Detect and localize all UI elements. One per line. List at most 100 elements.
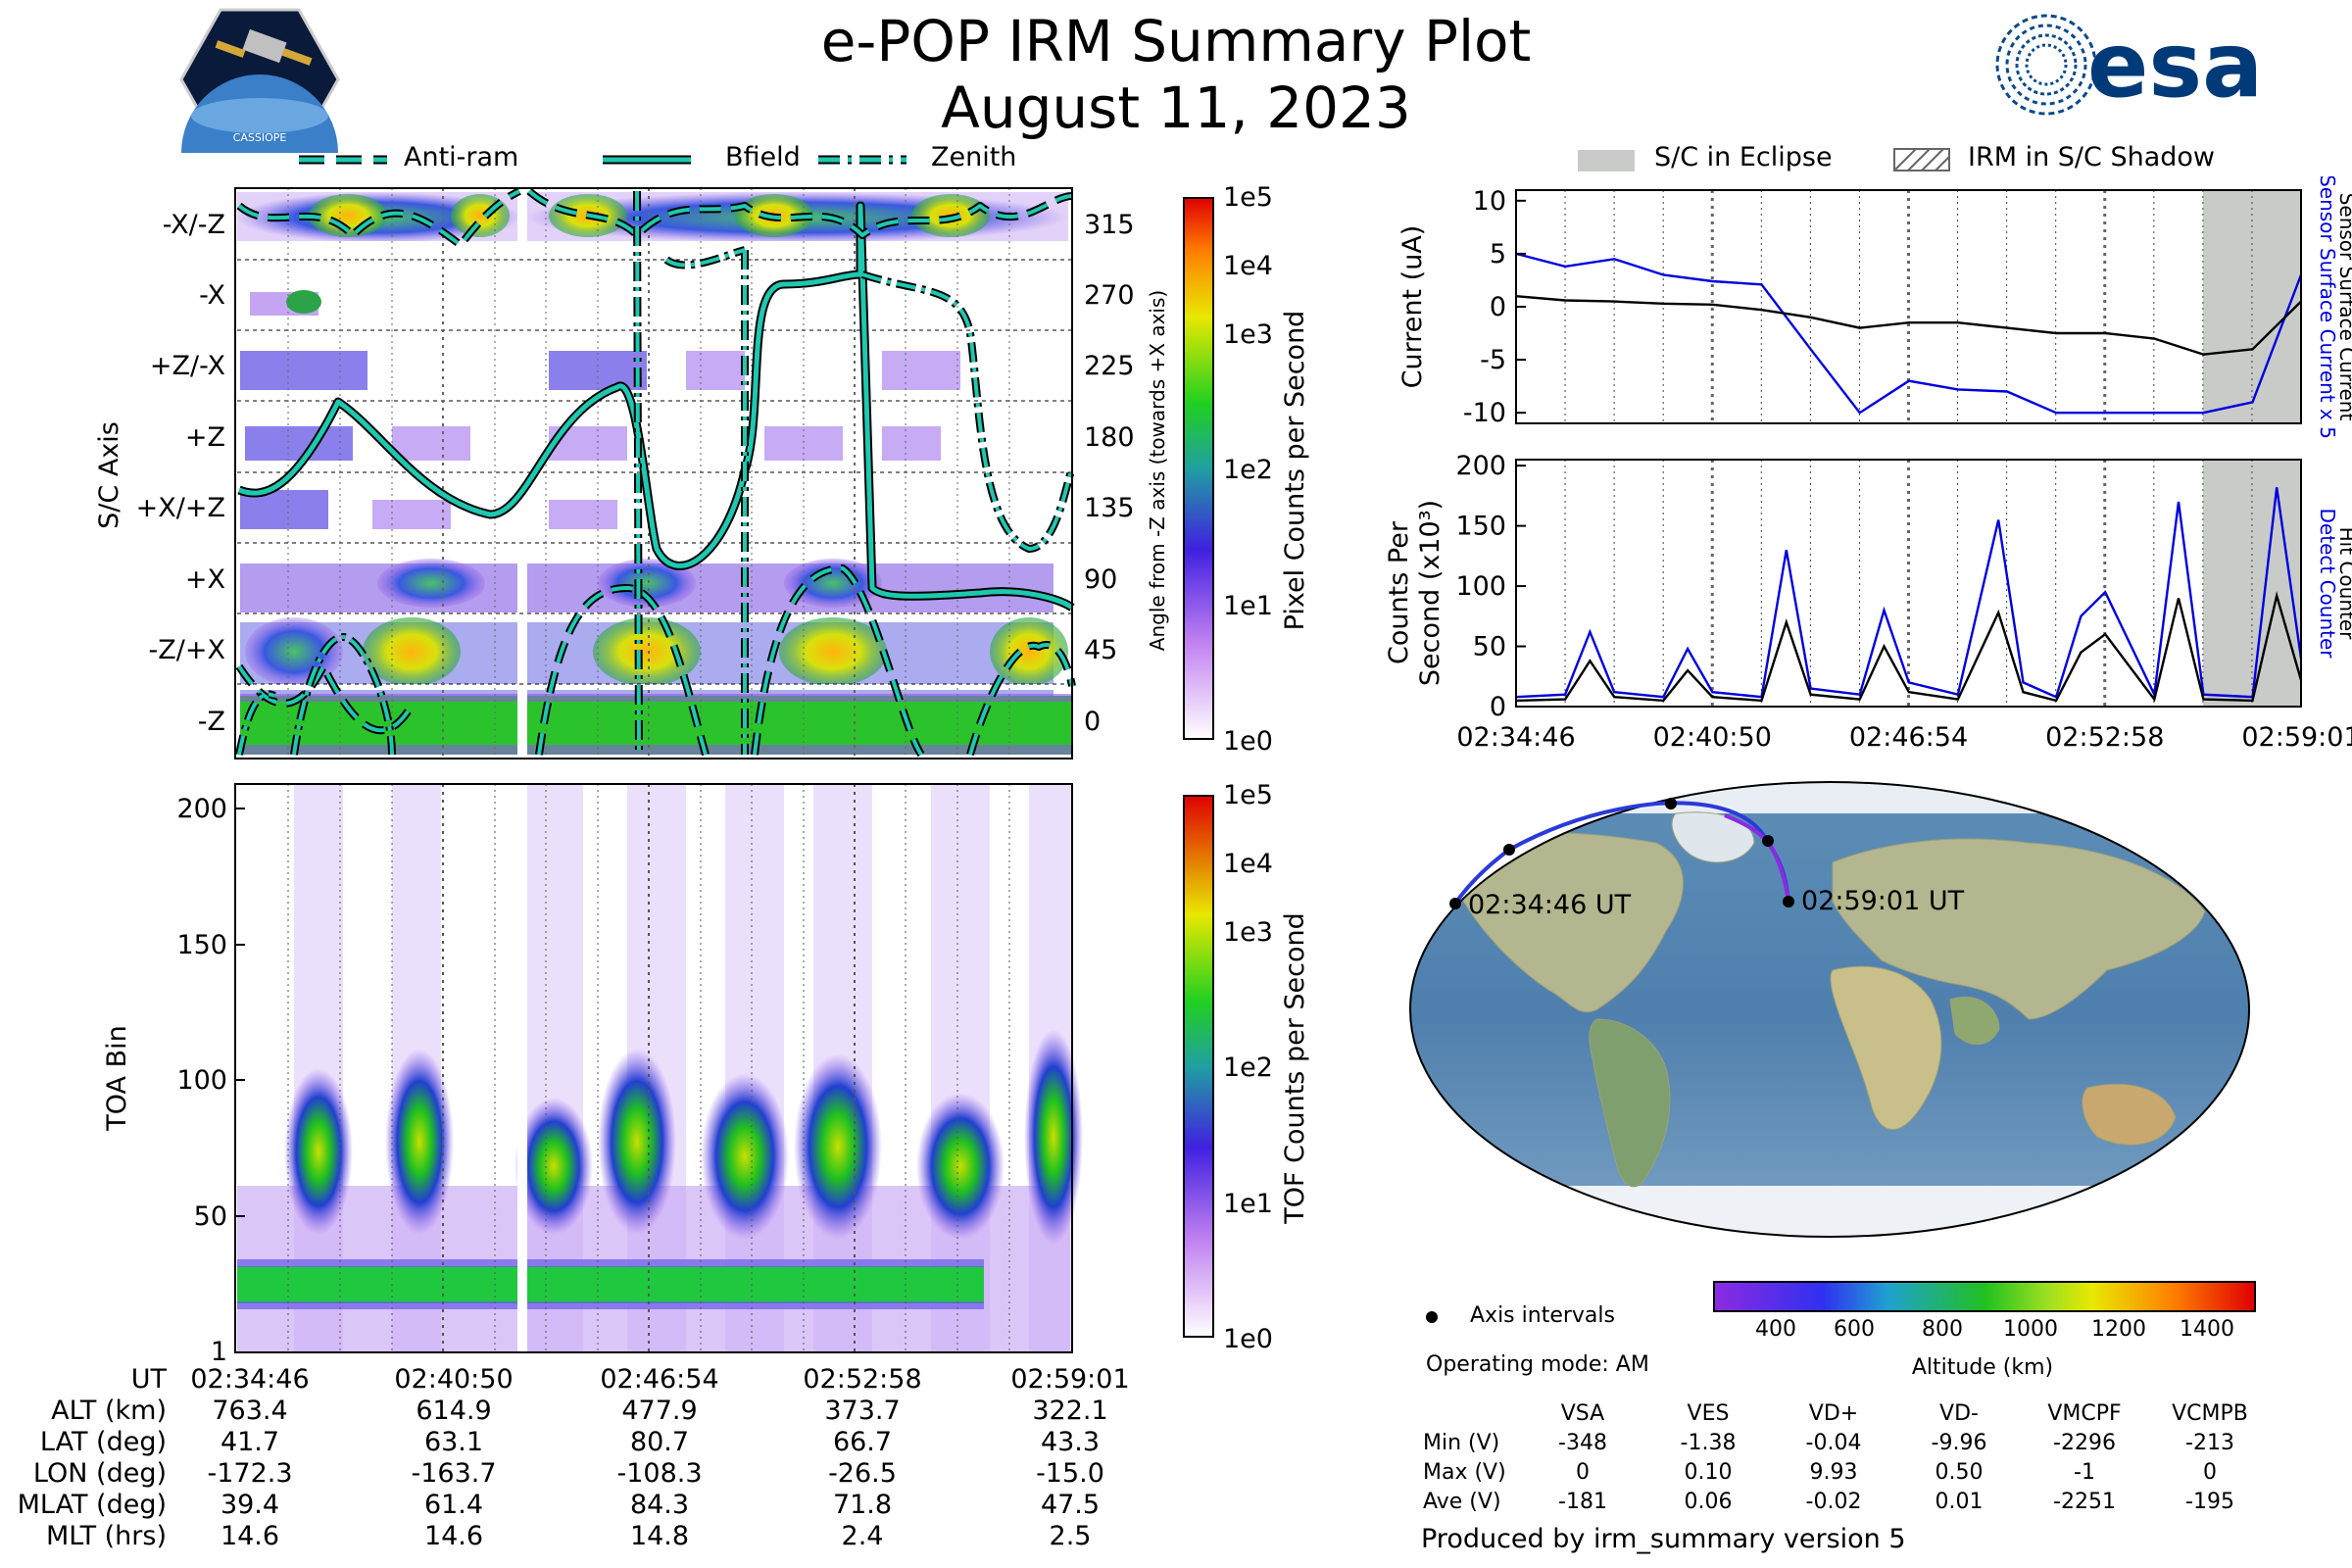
axis-intervals-label: Axis intervals	[1470, 1303, 1615, 1328]
ephem-cell: 39.4	[220, 1490, 280, 1520]
ephem-cell: 14.6	[423, 1521, 484, 1551]
angle-tick: 45	[1084, 635, 1117, 665]
ephem-cell: -163.7	[411, 1458, 497, 1489]
ephem-cell: 43.3	[1040, 1427, 1101, 1457]
ephem-row-label: LAT (deg)	[39, 1427, 167, 1457]
colorbar-tick: 1e0	[1223, 1324, 1273, 1354]
counts-right-label-black: Hit Counter	[2335, 527, 2352, 640]
eclipse-region	[2203, 190, 2301, 423]
legend-shadow: IRM in S/C Shadow	[1968, 142, 2216, 172]
angle-label: Angle from -Z axis (towards +X axis)	[1146, 290, 1169, 651]
toa-plumes	[284, 784, 1083, 1352]
legend-bfield: Bfield	[725, 142, 801, 172]
ephem-column: 02:34:46 763.4 41.7 -172.3 39.4 14.6	[176, 1364, 323, 1552]
toa-ytick: 100	[176, 1065, 227, 1096]
angle-tick: 315	[1084, 210, 1135, 240]
counts-right-label-blue: Detect Counter	[2316, 509, 2339, 660]
altitude-colorbar	[1713, 1281, 2256, 1312]
voltage-row-label: Ave (V)	[1423, 1490, 1501, 1514]
ephem-cell: 02:40:50	[394, 1364, 514, 1395]
pixel-colorbar	[1183, 197, 1214, 740]
ephem-cell: 02:46:54	[600, 1364, 719, 1395]
colorbar-tick: 1e1	[1223, 591, 1273, 621]
ephem-cell: 41.7	[220, 1427, 280, 1457]
ytick-label: 150	[1455, 512, 1506, 542]
voltage-header: VES	[1687, 1401, 1730, 1426]
ytick-label: 200	[1455, 451, 1506, 481]
current-ylabel: Current (uA)	[1397, 225, 1428, 389]
ephem-row-label: MLT (hrs)	[45, 1521, 167, 1551]
plot-title: e-POP IRM Summary Plot	[820, 8, 1532, 74]
voltage-cell: -0.04	[1805, 1431, 1862, 1455]
eclipse-swatch	[1578, 150, 1635, 172]
colorbar-tick: 1e2	[1223, 1053, 1273, 1083]
series-line-0	[1515, 252, 2303, 415]
counts-chart: 200 150 100 50 0 02:34:46 02:40:50 02:46:54 02:…	[1384, 451, 2352, 753]
sc-axis-label: +Z	[185, 422, 225, 453]
ephem-cell: -26.5	[828, 1458, 897, 1489]
ephem-cell: 14.6	[220, 1521, 280, 1551]
voltage-cell: 0	[2203, 1460, 2217, 1485]
ytick-label: 0	[1490, 692, 1506, 722]
ephem-cell: 02:34:46	[190, 1364, 310, 1395]
ephem-cell: 61.4	[423, 1490, 484, 1520]
ephem-cell: 763.4	[212, 1396, 288, 1426]
colorbar-label: TOF Counts per Second	[1280, 912, 1310, 1225]
angle-tick: 270	[1084, 280, 1135, 311]
voltage-cell: -181	[1558, 1490, 1607, 1514]
world-map: 02:34:46 UT 02:59:01 UT	[1409, 781, 2250, 1238]
altitude-tick: 1400	[2180, 1317, 2234, 1342]
current-chart: 10 5 0 -5 -10 Current (uA) Sensor Surface Cu…	[1397, 176, 2352, 439]
ephem-cell: 02:52:58	[803, 1364, 922, 1395]
altitude-tick: 800	[1922, 1317, 1963, 1342]
voltage-cell: -348	[1558, 1431, 1607, 1455]
ytick-label: -10	[1463, 398, 1506, 428]
sc-axis-label: -X	[199, 280, 225, 311]
esa-logo: esa	[1995, 13, 2263, 118]
angle-tick: 0	[1084, 707, 1101, 737]
ytick-label: 50	[1473, 632, 1506, 662]
series-line-1	[1515, 591, 2303, 703]
colorbar-tick: 1e4	[1223, 849, 1273, 879]
xtick-label: 02:46:54	[1849, 722, 1968, 753]
angle-tick: 90	[1084, 564, 1117, 595]
voltage-cell: -2251	[2053, 1490, 2116, 1514]
voltage-cell: 0	[1576, 1460, 1590, 1485]
xtick-label: 02:40:50	[1653, 722, 1772, 753]
current-right-label-blue: Sensor Surface Current x 5	[2316, 176, 2339, 439]
track-point	[1783, 896, 1794, 907]
footer-version: Produced by irm_summary version 5	[1421, 1524, 1906, 1554]
voltage-cell: 0.50	[1935, 1460, 1984, 1485]
legend-anti-ram: Anti-ram	[404, 142, 519, 172]
ephem-column: 02:46:54 477.9 80.7 -108.3 84.3 14.8	[586, 1364, 733, 1552]
cassiope-logo: CASSIOPE	[179, 8, 340, 153]
voltage-cell: -213	[2185, 1431, 2234, 1455]
voltage-header: VCMPB	[2172, 1401, 2248, 1426]
altitude-tick: 1000	[2003, 1317, 2058, 1342]
altitude-label: Altitude (km)	[1911, 1355, 2054, 1380]
voltage-cell: 0.06	[1684, 1490, 1733, 1514]
plot-date: August 11, 2023	[941, 74, 1411, 141]
ephem-column: 02:52:58 373.7 66.7 -26.5 71.8 2.4	[789, 1364, 936, 1552]
ytick-label: 10	[1473, 186, 1506, 217]
colorbar-tick: 1e5	[1223, 182, 1273, 213]
counts-ylabel-2: Second (x10³)	[1415, 500, 1446, 686]
current-right-label-black: Sensor Surface Current	[2335, 193, 2352, 421]
ephem-row-label: LON (deg)	[32, 1458, 167, 1489]
sc-axis-label: +Z/-X	[150, 351, 225, 381]
sc-heatmap	[237, 192, 1073, 755]
ephem-cell: 63.1	[423, 1427, 484, 1457]
voltage-cell: -1	[2074, 1460, 2095, 1485]
colorbar-tick: 1e5	[1223, 780, 1273, 810]
voltage-table: VSA VES VD+ VD- VMCPF VCMPB Min (V) -348…	[1421, 1401, 2283, 1519]
toa-ytick: 50	[194, 1201, 227, 1232]
voltage-header: VD+	[1808, 1401, 1859, 1426]
sc-axis-ylabel: S/C Axis	[94, 421, 124, 529]
sc-axis-label: +X/+Z	[136, 493, 225, 523]
xtick-label: 02:34:46	[1456, 722, 1575, 753]
voltage-cell: -0.02	[1805, 1490, 1862, 1514]
altitude-tick: 1200	[2091, 1317, 2146, 1342]
toa-ylabel: TOA Bin	[102, 1025, 132, 1131]
altitude-tick: 400	[1755, 1317, 1796, 1342]
series-line-1	[1515, 295, 2302, 356]
